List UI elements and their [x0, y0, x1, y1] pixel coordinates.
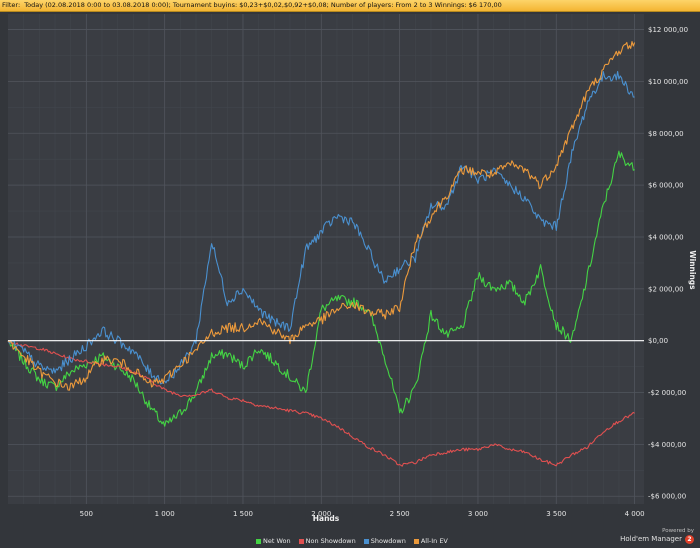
- x-tick-label: 1 500: [233, 510, 253, 518]
- legend-label-showdown: Showdown: [370, 537, 406, 545]
- plot-area: [8, 14, 644, 504]
- y-tick-label: $6 000,00: [648, 182, 684, 190]
- legend-item-net-won[interactable]: Net Won: [256, 537, 291, 545]
- y-tick-label: $0,00: [648, 337, 668, 345]
- y-tick-label: -$4 000,00: [648, 441, 686, 449]
- x-tick-label: 500: [80, 510, 93, 518]
- filter-bar: Filter: Today (02.08.2018 0:00 to 03.08.…: [0, 0, 700, 12]
- legend-item-non-showdown[interactable]: Non Showdown: [298, 537, 356, 545]
- x-axis-title: Hands: [313, 514, 340, 523]
- powered-by-logo: Powered by Hold'em Manager 2: [620, 528, 694, 544]
- legend-swatch-showdown: [363, 538, 369, 544]
- x-tick-label: 1 000: [155, 510, 175, 518]
- legend-item-all-in-ev[interactable]: All-In EV: [413, 537, 448, 545]
- legend-swatch-non-showdown: [298, 538, 304, 544]
- series-line-showdown: [7, 70, 635, 385]
- hm2-logo-icon: 2: [685, 535, 694, 544]
- x-tick-label: 3 500: [546, 510, 566, 518]
- y-axis-title: Winnings: [688, 250, 697, 290]
- x-tick-label: 2 000: [311, 510, 331, 518]
- legend-label-all-in-ev: All-In EV: [420, 537, 448, 545]
- x-tick-label: 3 000: [468, 510, 488, 518]
- series-line-all-in-ev: [7, 41, 636, 391]
- y-tick-label: -$2 000,00: [648, 389, 686, 397]
- y-tick-label: $10 000,00: [648, 78, 688, 86]
- legend: Net Won Non Showdown Showdown All-In EV: [256, 536, 448, 546]
- y-tick-label: $4 000,00: [648, 233, 684, 241]
- y-tick-label: $12 000,00: [648, 26, 688, 34]
- legend-swatch-all-in-ev: [413, 538, 419, 544]
- winnings-chart: 500 1 000 1 500 2 000 2 500 3 000 3 500 4 000 $1…: [7, 14, 697, 523]
- series-line-non-showdown: [7, 340, 635, 467]
- legend-label-net-won: Net Won: [263, 537, 291, 545]
- y-tick-label: -$6 000,00: [648, 493, 686, 501]
- legend-swatch-net-won: [256, 538, 261, 544]
- x-tick-label: 4 000: [625, 510, 645, 518]
- filter-label: Filter:: [2, 1, 21, 9]
- y-tick-label: $2 000,00: [648, 285, 684, 293]
- filter-text: Today (02.08.2018 0:00 to 03.08.2018 0:0…: [24, 1, 502, 9]
- x-tick-label: 2 500: [390, 510, 410, 518]
- y-tick-label: $8 000,00: [648, 130, 684, 138]
- legend-label-non-showdown: Non Showdown: [305, 537, 356, 545]
- legend-item-showdown[interactable]: Showdown: [363, 537, 406, 545]
